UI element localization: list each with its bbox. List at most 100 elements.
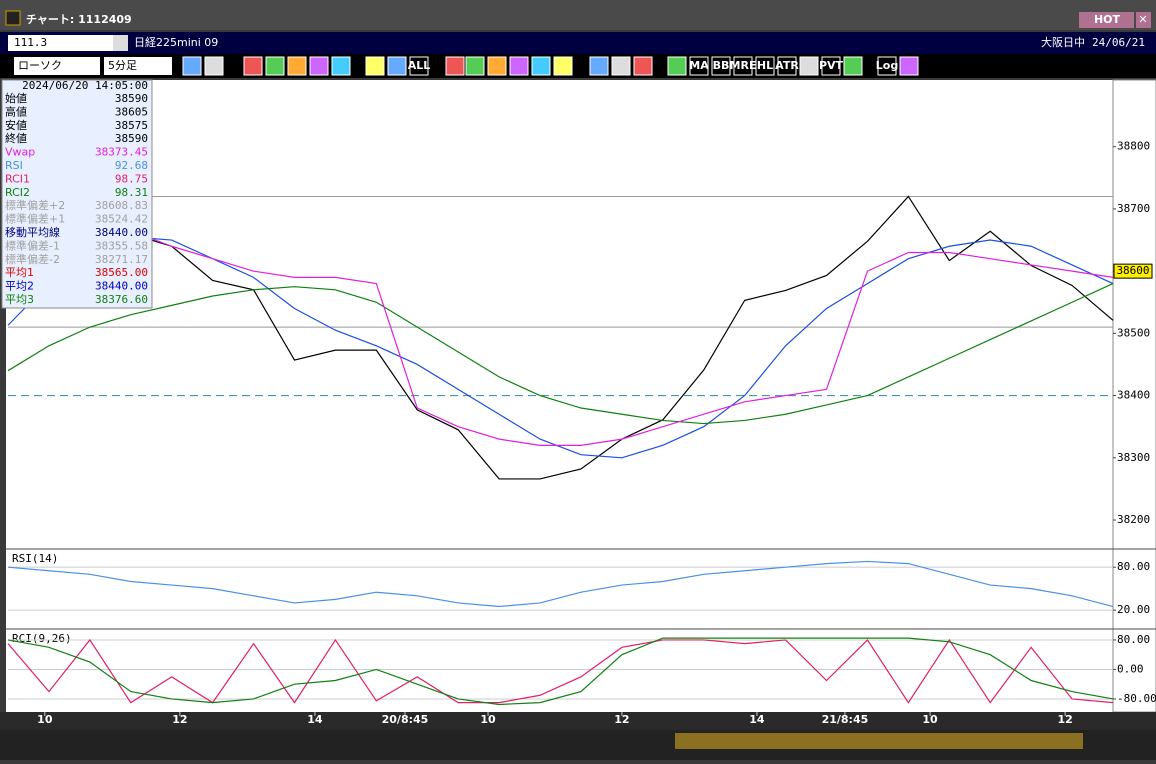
interval-select[interactable] (104, 57, 172, 75)
app-icon (5, 10, 21, 26)
y-tick-label: 20.00 (1117, 603, 1150, 616)
toolbar-icon[interactable] (553, 56, 573, 76)
toolbar-icon-label[interactable]: HL (757, 59, 773, 72)
toolbar-icon[interactable] (777, 56, 797, 76)
series-line (7, 195, 1114, 480)
info-label: 移動平均線 (5, 225, 60, 239)
toolbar-icon[interactable] (309, 56, 329, 76)
info-label: 平均2 (5, 280, 34, 293)
toolbar-icon[interactable] (611, 56, 631, 76)
symbol-name: 日経225mini 09 (134, 36, 218, 49)
toolbar-icon[interactable] (465, 56, 485, 76)
toolbar-icon[interactable] (733, 56, 753, 76)
toolbar-icon[interactable] (843, 56, 863, 76)
info-value: 38590 (115, 132, 148, 145)
code-dropdown[interactable] (113, 35, 128, 51)
x-tick-label: 14 (307, 713, 323, 726)
toolbar-icon[interactable] (509, 56, 529, 76)
toolbar-icon[interactable] (667, 56, 687, 76)
toolbar-icon-label[interactable]: MRE (730, 59, 757, 72)
toolbar-icon-label[interactable]: PVT (819, 59, 844, 72)
interval[interactable]: 5分足 (108, 59, 137, 72)
toolbar-icon[interactable] (265, 56, 285, 76)
toolbar-icon-label[interactable]: MA (689, 59, 709, 72)
code-text[interactable]: 111.3 (14, 36, 47, 49)
y-tick-label: 80.00 (1117, 633, 1150, 646)
toolbar-icon[interactable] (182, 56, 202, 76)
close-button[interactable] (1136, 12, 1151, 28)
info-label: RSI (5, 159, 23, 172)
toolbar-icon[interactable] (487, 56, 507, 76)
info-label: 安値 (5, 118, 27, 132)
x-tick-label: 12 (614, 713, 629, 726)
toolbar-icon-label[interactable]: ALL (408, 59, 431, 72)
x-tick-label: 21/8:45 (822, 713, 869, 726)
toolbar-icon[interactable] (589, 56, 609, 76)
title-bar (0, 0, 1156, 30)
toolbar-icon[interactable] (531, 56, 551, 76)
toolbar-icon[interactable] (821, 56, 841, 76)
toolbar-icon[interactable] (331, 56, 351, 76)
info-value: 98.75 (115, 172, 148, 185)
info-label: RCI2 (5, 186, 30, 199)
toolbar-icon[interactable] (877, 56, 897, 76)
toolbar (0, 54, 1156, 78)
info-value: 38608.83 (95, 199, 148, 212)
scroll-thumb[interactable] (675, 733, 1083, 749)
info-label: 平均1 (5, 266, 34, 279)
info-value: 38565.00 (95, 266, 148, 279)
toolbar-icon-label[interactable]: BB (713, 59, 730, 72)
last-price-label: 38600 (1116, 264, 1149, 277)
window-title: チャート: 1112409 (26, 13, 132, 26)
info-value: 38355.58 (95, 239, 148, 252)
toolbar-icon[interactable] (689, 56, 709, 76)
y-tick-label: 38300 (1117, 451, 1150, 464)
toolbar-icon[interactable] (409, 56, 429, 76)
info-label: 標準偏差-1 (5, 238, 60, 252)
info-label: 高値 (5, 104, 27, 118)
hot-button[interactable] (1079, 12, 1134, 28)
close-icon[interactable]: ✕ (1138, 13, 1147, 26)
toolbar-icon[interactable] (365, 56, 385, 76)
toolbar-icon[interactable] (755, 56, 775, 76)
last-price-tag (1113, 263, 1153, 279)
toolbar-icon[interactable] (387, 56, 407, 76)
x-tick-label: 20/8:45 (382, 713, 429, 726)
toolbar-icon[interactable] (899, 56, 919, 76)
x-tick-label: 10 (37, 713, 53, 726)
toolbar-icon[interactable] (243, 56, 263, 76)
toolbar-icon[interactable] (799, 56, 819, 76)
chart-kind[interactable]: ローソク (18, 59, 62, 72)
toolbar-icon[interactable] (287, 56, 307, 76)
toolbar-icon-label[interactable]: ATR (775, 59, 799, 72)
info-value: 38575 (115, 119, 148, 132)
y-tick-label: -80.00 (1117, 692, 1156, 705)
info-value: 38440.00 (95, 280, 148, 293)
info-value: 38590 (115, 92, 148, 105)
info-value: 38524.42 (95, 213, 148, 226)
symbol-bar (0, 32, 1156, 54)
series-line (7, 560, 1114, 608)
toolbar-icon-label[interactable]: Log (876, 59, 898, 72)
info-label: 平均3 (5, 293, 34, 306)
toolbar-icon[interactable] (445, 56, 465, 76)
y-tick-label: 38700 (1117, 202, 1150, 215)
hot-label[interactable]: HOT (1094, 13, 1121, 26)
y-tick-label: 0.00 (1117, 662, 1144, 675)
toolbar-icon[interactable] (633, 56, 653, 76)
toolbar-icon[interactable] (711, 56, 731, 76)
code-input[interactable] (8, 35, 128, 51)
y-tick-label: 38400 (1117, 389, 1150, 402)
y-tick-label: 38800 (1117, 140, 1150, 153)
info-label: Vwap (5, 146, 35, 159)
panel-title: RCI(9,26) (12, 632, 72, 645)
toolbar-icon[interactable] (204, 56, 224, 76)
session: 大阪日中 (1041, 35, 1085, 49)
info-value: 38605 (115, 105, 148, 118)
series-line (8, 214, 1114, 446)
series-line (7, 637, 1114, 706)
info-value: 38271.17 (95, 253, 148, 266)
info-label: 標準偏差+2 (5, 198, 65, 212)
chart-kind-select[interactable] (14, 57, 100, 75)
